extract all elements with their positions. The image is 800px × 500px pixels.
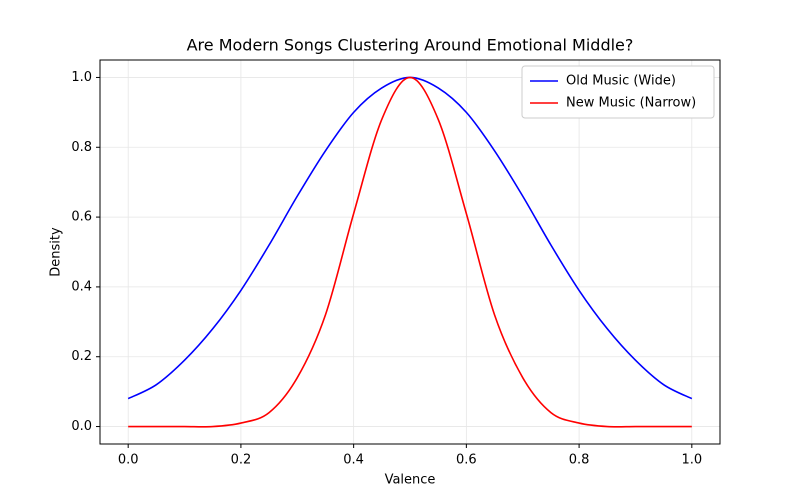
y-tick-label: 0.8 <box>71 140 92 155</box>
x-tick-label: 0.6 <box>456 453 477 468</box>
legend-label: Old Music (Wide) <box>566 74 676 89</box>
y-tick-label: 0.6 <box>71 210 92 225</box>
x-tick-label: 1.0 <box>681 453 702 468</box>
legend-box <box>521 65 715 119</box>
x-tick-label: 0.8 <box>569 453 590 468</box>
chart-title: Are Modern Songs Clustering Around Emoti… <box>187 36 634 55</box>
y-tick-label: 1.0 <box>71 70 92 85</box>
y-tick-label: 0.4 <box>71 279 92 294</box>
line-series <box>127 76 693 400</box>
x-tick-label: 0.2 <box>231 453 252 468</box>
y-axis-label: Density <box>49 227 64 277</box>
legend: Old Music (Wide) New Music (Narrow) <box>521 65 715 119</box>
x-tick-label: 0.0 <box>118 453 139 468</box>
plot-frame <box>99 59 721 445</box>
y-tick-label: 0.0 <box>71 419 92 434</box>
y-tick-label: 0.2 <box>71 349 92 364</box>
x-tick-label: 0.4 <box>343 453 364 468</box>
x-axis-label: Valence <box>385 473 436 488</box>
legend-label: New Music (Narrow) <box>566 96 696 111</box>
line-series <box>128 76 692 428</box>
